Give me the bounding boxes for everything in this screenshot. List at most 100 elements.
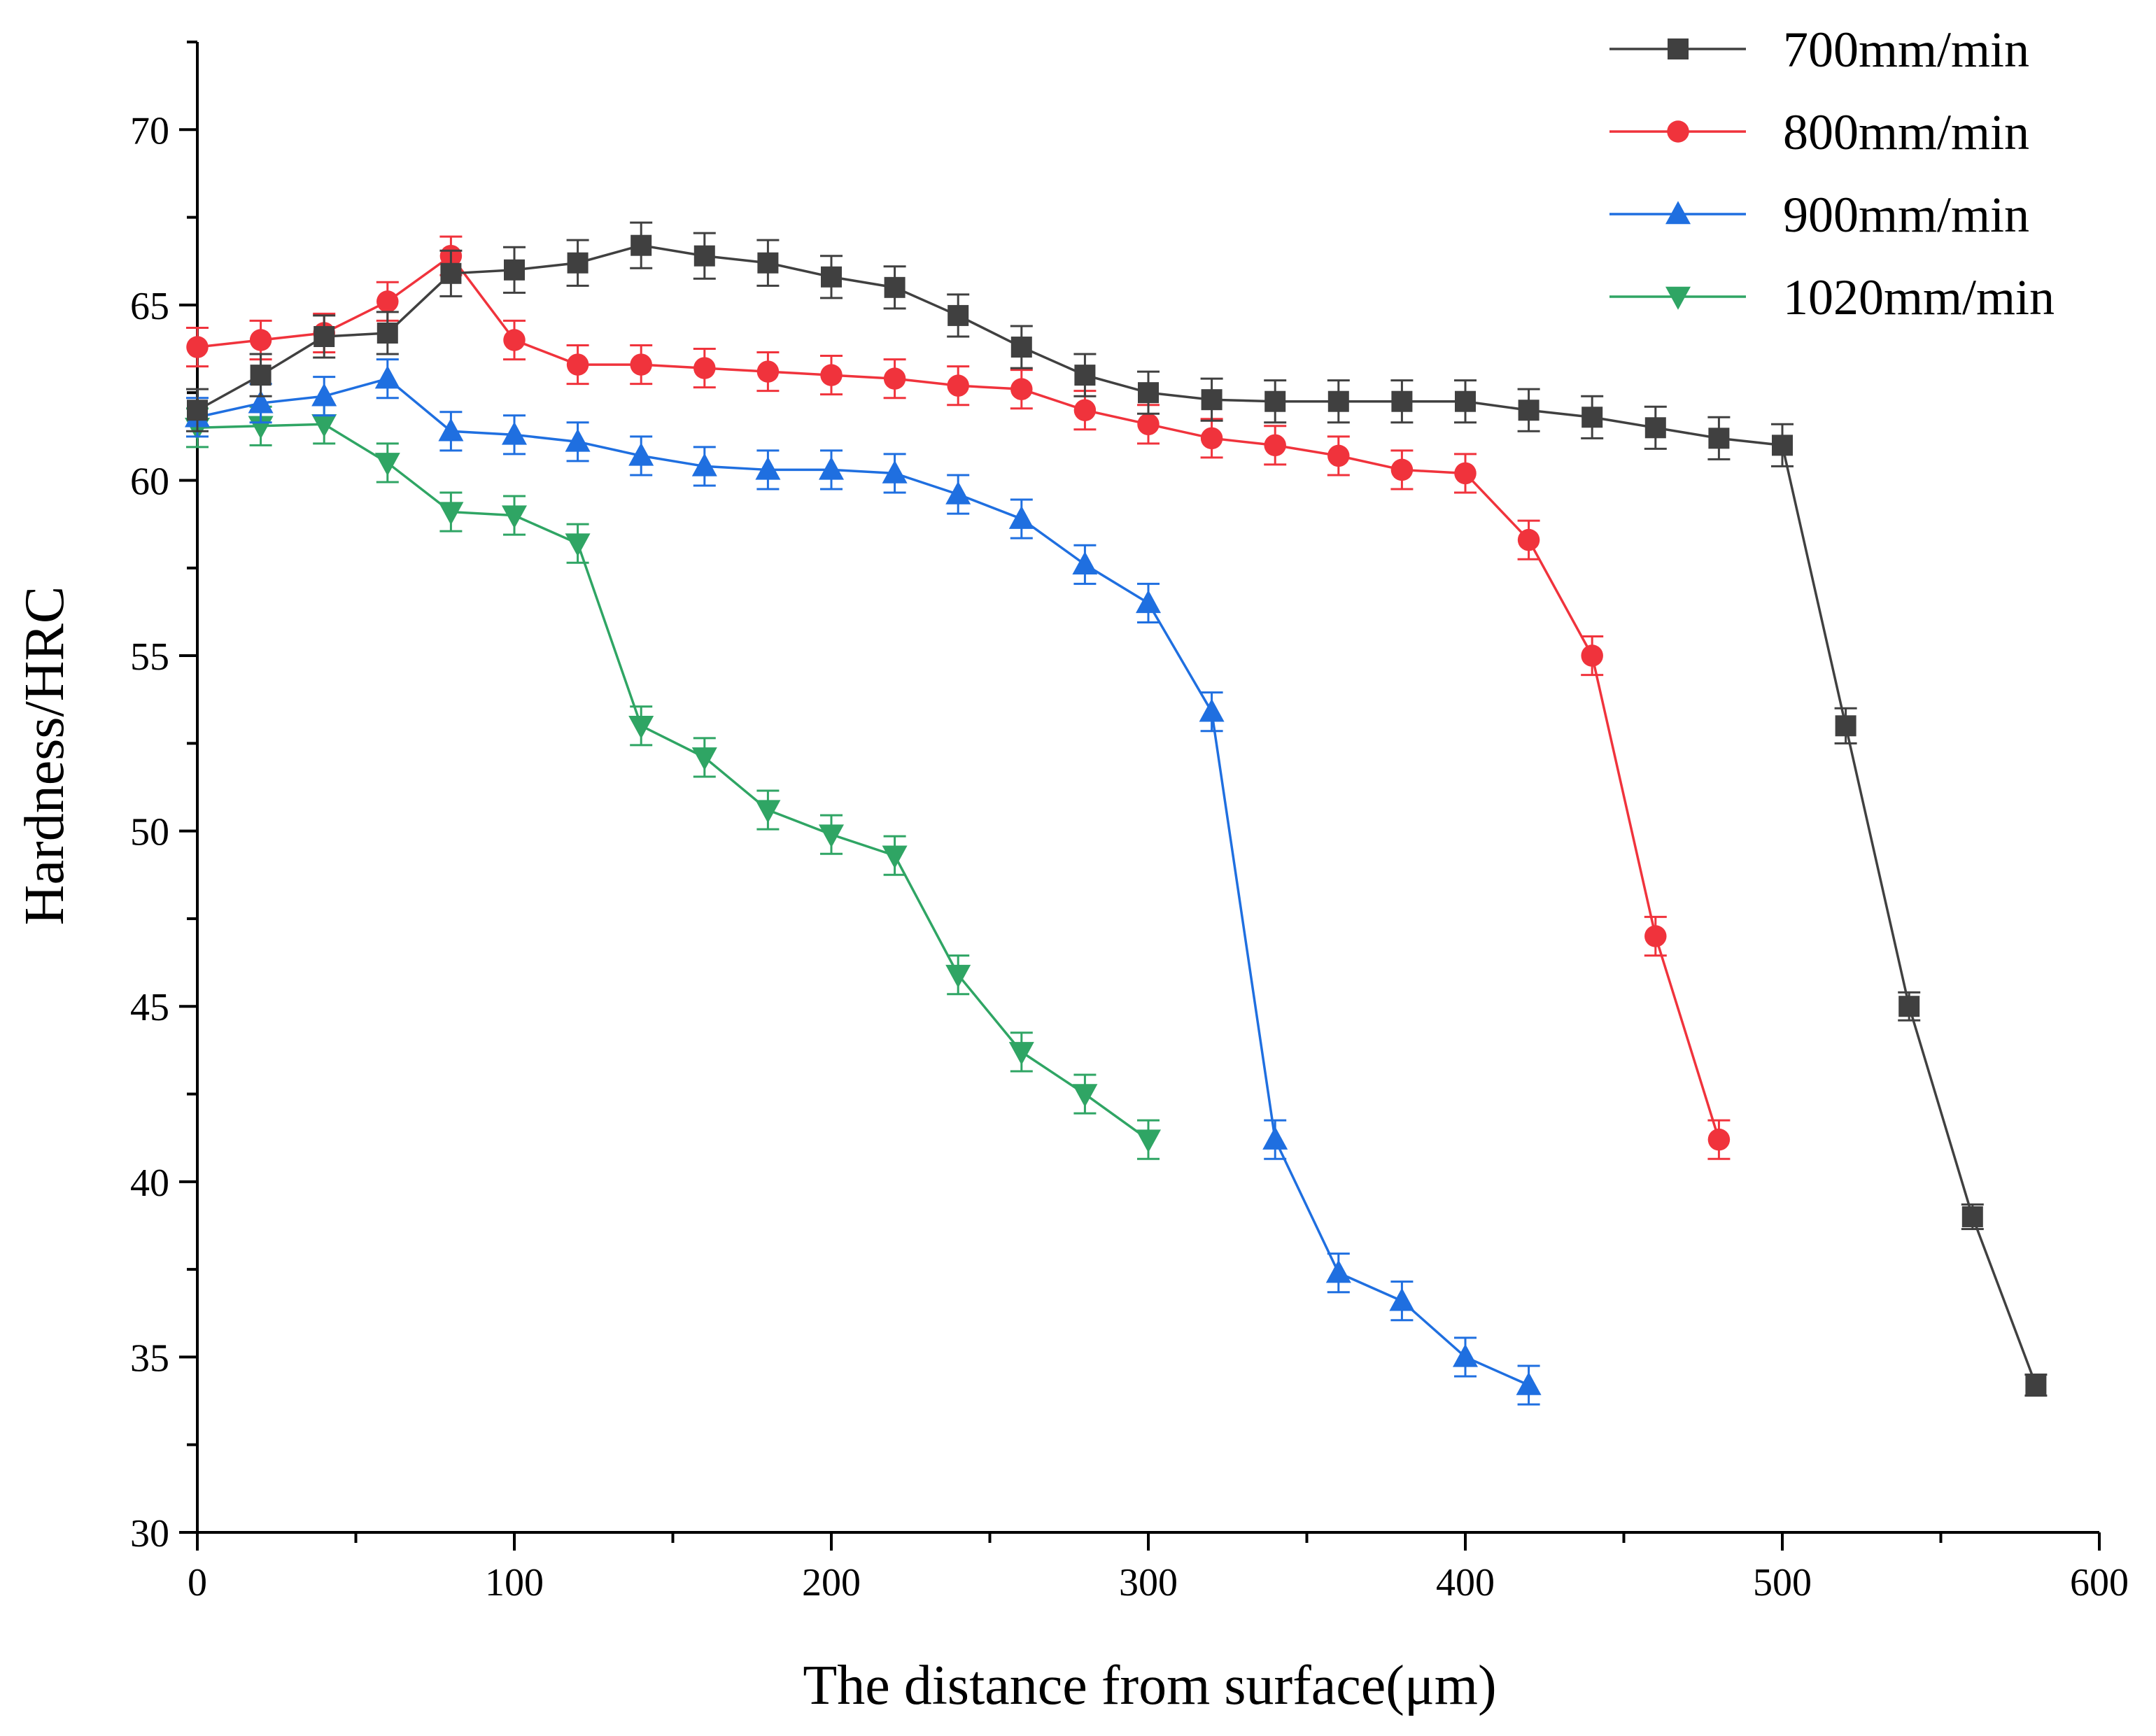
x-tick-label: 500 bbox=[1753, 1561, 1812, 1604]
marker-triangle-up bbox=[438, 418, 464, 442]
legend-label: 1020mm/min bbox=[1783, 269, 2055, 325]
marker-square bbox=[821, 266, 842, 288]
legend-label: 700mm/min bbox=[1783, 22, 2029, 78]
marker-triangle-up bbox=[565, 428, 591, 452]
marker-circle bbox=[376, 290, 399, 313]
legend-label: 800mm/min bbox=[1783, 104, 2029, 160]
marker-square bbox=[1835, 715, 1856, 737]
series-900mm-min bbox=[185, 358, 1542, 1406]
marker-triangle-down bbox=[438, 502, 464, 525]
marker-square bbox=[1010, 337, 1032, 358]
marker-circle bbox=[1073, 399, 1097, 421]
marker-circle bbox=[630, 353, 652, 376]
marker-circle bbox=[1454, 462, 1477, 485]
marker-square bbox=[567, 252, 589, 274]
marker-circle bbox=[1010, 378, 1033, 400]
marker-triangle-down bbox=[1072, 1084, 1098, 1108]
marker-circle bbox=[693, 357, 716, 379]
marker-square bbox=[1668, 38, 1689, 59]
marker-square bbox=[693, 245, 715, 267]
x-tick-label: 0 bbox=[188, 1561, 207, 1604]
marker-triangle-down bbox=[374, 453, 400, 477]
marker-square bbox=[1264, 390, 1286, 412]
marker-triangle-down bbox=[565, 533, 591, 557]
y-tick-label: 35 bbox=[130, 1336, 169, 1380]
marker-circle bbox=[1264, 434, 1286, 457]
legend: 700mm/min 800mm/min 900mm/min 1020mm/min bbox=[1609, 22, 2055, 325]
y-tick-label: 55 bbox=[130, 635, 169, 679]
marker-circle bbox=[1707, 1128, 1731, 1151]
marker-triangle-down bbox=[819, 824, 844, 848]
marker-triangle-down bbox=[1665, 286, 1691, 310]
series-line bbox=[197, 423, 1150, 1141]
marker-triangle-up bbox=[1665, 201, 1691, 225]
marker-triangle-down bbox=[1136, 1129, 1161, 1153]
marker-triangle-up bbox=[1453, 1343, 1478, 1367]
legend-item: 900mm/min bbox=[1609, 187, 2029, 243]
marker-triangle-up bbox=[1516, 1371, 1542, 1395]
x-tick-label: 200 bbox=[802, 1561, 861, 1604]
marker-square bbox=[440, 262, 462, 284]
y-axis-title: Hardness/HRC bbox=[14, 586, 76, 925]
marker-triangle-down bbox=[1008, 1042, 1034, 1066]
marker-square bbox=[1138, 382, 1159, 404]
marker-square bbox=[1644, 417, 1666, 439]
y-tick-label: 30 bbox=[130, 1512, 169, 1555]
marker-square bbox=[250, 365, 272, 386]
marker-triangle-down bbox=[882, 845, 908, 869]
series-line bbox=[197, 244, 2038, 1386]
y-tick-label: 45 bbox=[130, 986, 169, 1029]
marker-triangle-up bbox=[945, 481, 971, 504]
y-tick-label: 50 bbox=[130, 811, 169, 854]
marker-square bbox=[1327, 390, 1349, 412]
marker-square bbox=[1074, 365, 1096, 386]
marker-triangle-down bbox=[945, 964, 971, 988]
marker-triangle-up bbox=[1389, 1287, 1415, 1311]
marker-triangle-up bbox=[248, 390, 274, 414]
marker-triangle-down bbox=[502, 505, 527, 529]
marker-square bbox=[1772, 435, 1793, 456]
marker-circle bbox=[566, 353, 589, 376]
marker-square bbox=[1708, 428, 1730, 449]
marker-square bbox=[884, 276, 906, 298]
marker-triangle-up bbox=[1262, 1126, 1288, 1150]
y-tick-label: 40 bbox=[130, 1162, 169, 1205]
marker-square bbox=[1961, 1206, 1983, 1227]
y-axis-ticks: 30 35 40 45 50 55 60 65 70 bbox=[130, 41, 197, 1555]
legend-item: 800mm/min bbox=[1609, 104, 2029, 160]
marker-triangle-down bbox=[691, 747, 717, 771]
marker-square bbox=[757, 252, 779, 274]
marker-triangle-down bbox=[628, 716, 654, 740]
marker-triangle-up bbox=[1072, 551, 1098, 575]
marker-circle bbox=[186, 336, 209, 358]
marker-circle bbox=[249, 329, 272, 351]
marker-square bbox=[187, 400, 208, 421]
series-800mm-min bbox=[186, 235, 1731, 1160]
marker-triangle-up bbox=[691, 453, 717, 477]
marker-square bbox=[2025, 1374, 2047, 1396]
marker-circle bbox=[947, 374, 969, 397]
marker-triangle-up bbox=[755, 456, 781, 480]
marker-triangle-up bbox=[1325, 1259, 1351, 1283]
marker-square bbox=[1391, 390, 1413, 412]
series-1020mm-min bbox=[185, 404, 1161, 1160]
x-tick-label: 600 bbox=[2070, 1561, 2129, 1604]
marker-square bbox=[1898, 996, 1920, 1017]
x-tick-label: 100 bbox=[485, 1561, 544, 1604]
y-tick-label: 70 bbox=[130, 109, 169, 153]
marker-circle bbox=[503, 329, 526, 351]
axes bbox=[196, 42, 2099, 1534]
marker-circle bbox=[1137, 413, 1160, 436]
x-tick-label: 300 bbox=[1119, 1561, 1178, 1604]
marker-triangle-up bbox=[374, 365, 400, 389]
marker-circle bbox=[1327, 444, 1350, 467]
marker-square bbox=[947, 304, 969, 326]
marker-triangle-up bbox=[1136, 590, 1161, 614]
y-tick-label: 65 bbox=[130, 285, 169, 328]
marker-square bbox=[1581, 407, 1603, 428]
legend-label: 900mm/min bbox=[1783, 187, 2029, 243]
marker-square bbox=[1518, 400, 1540, 421]
marker-triangle-up bbox=[1008, 505, 1034, 529]
marker-triangle-down bbox=[755, 800, 781, 824]
